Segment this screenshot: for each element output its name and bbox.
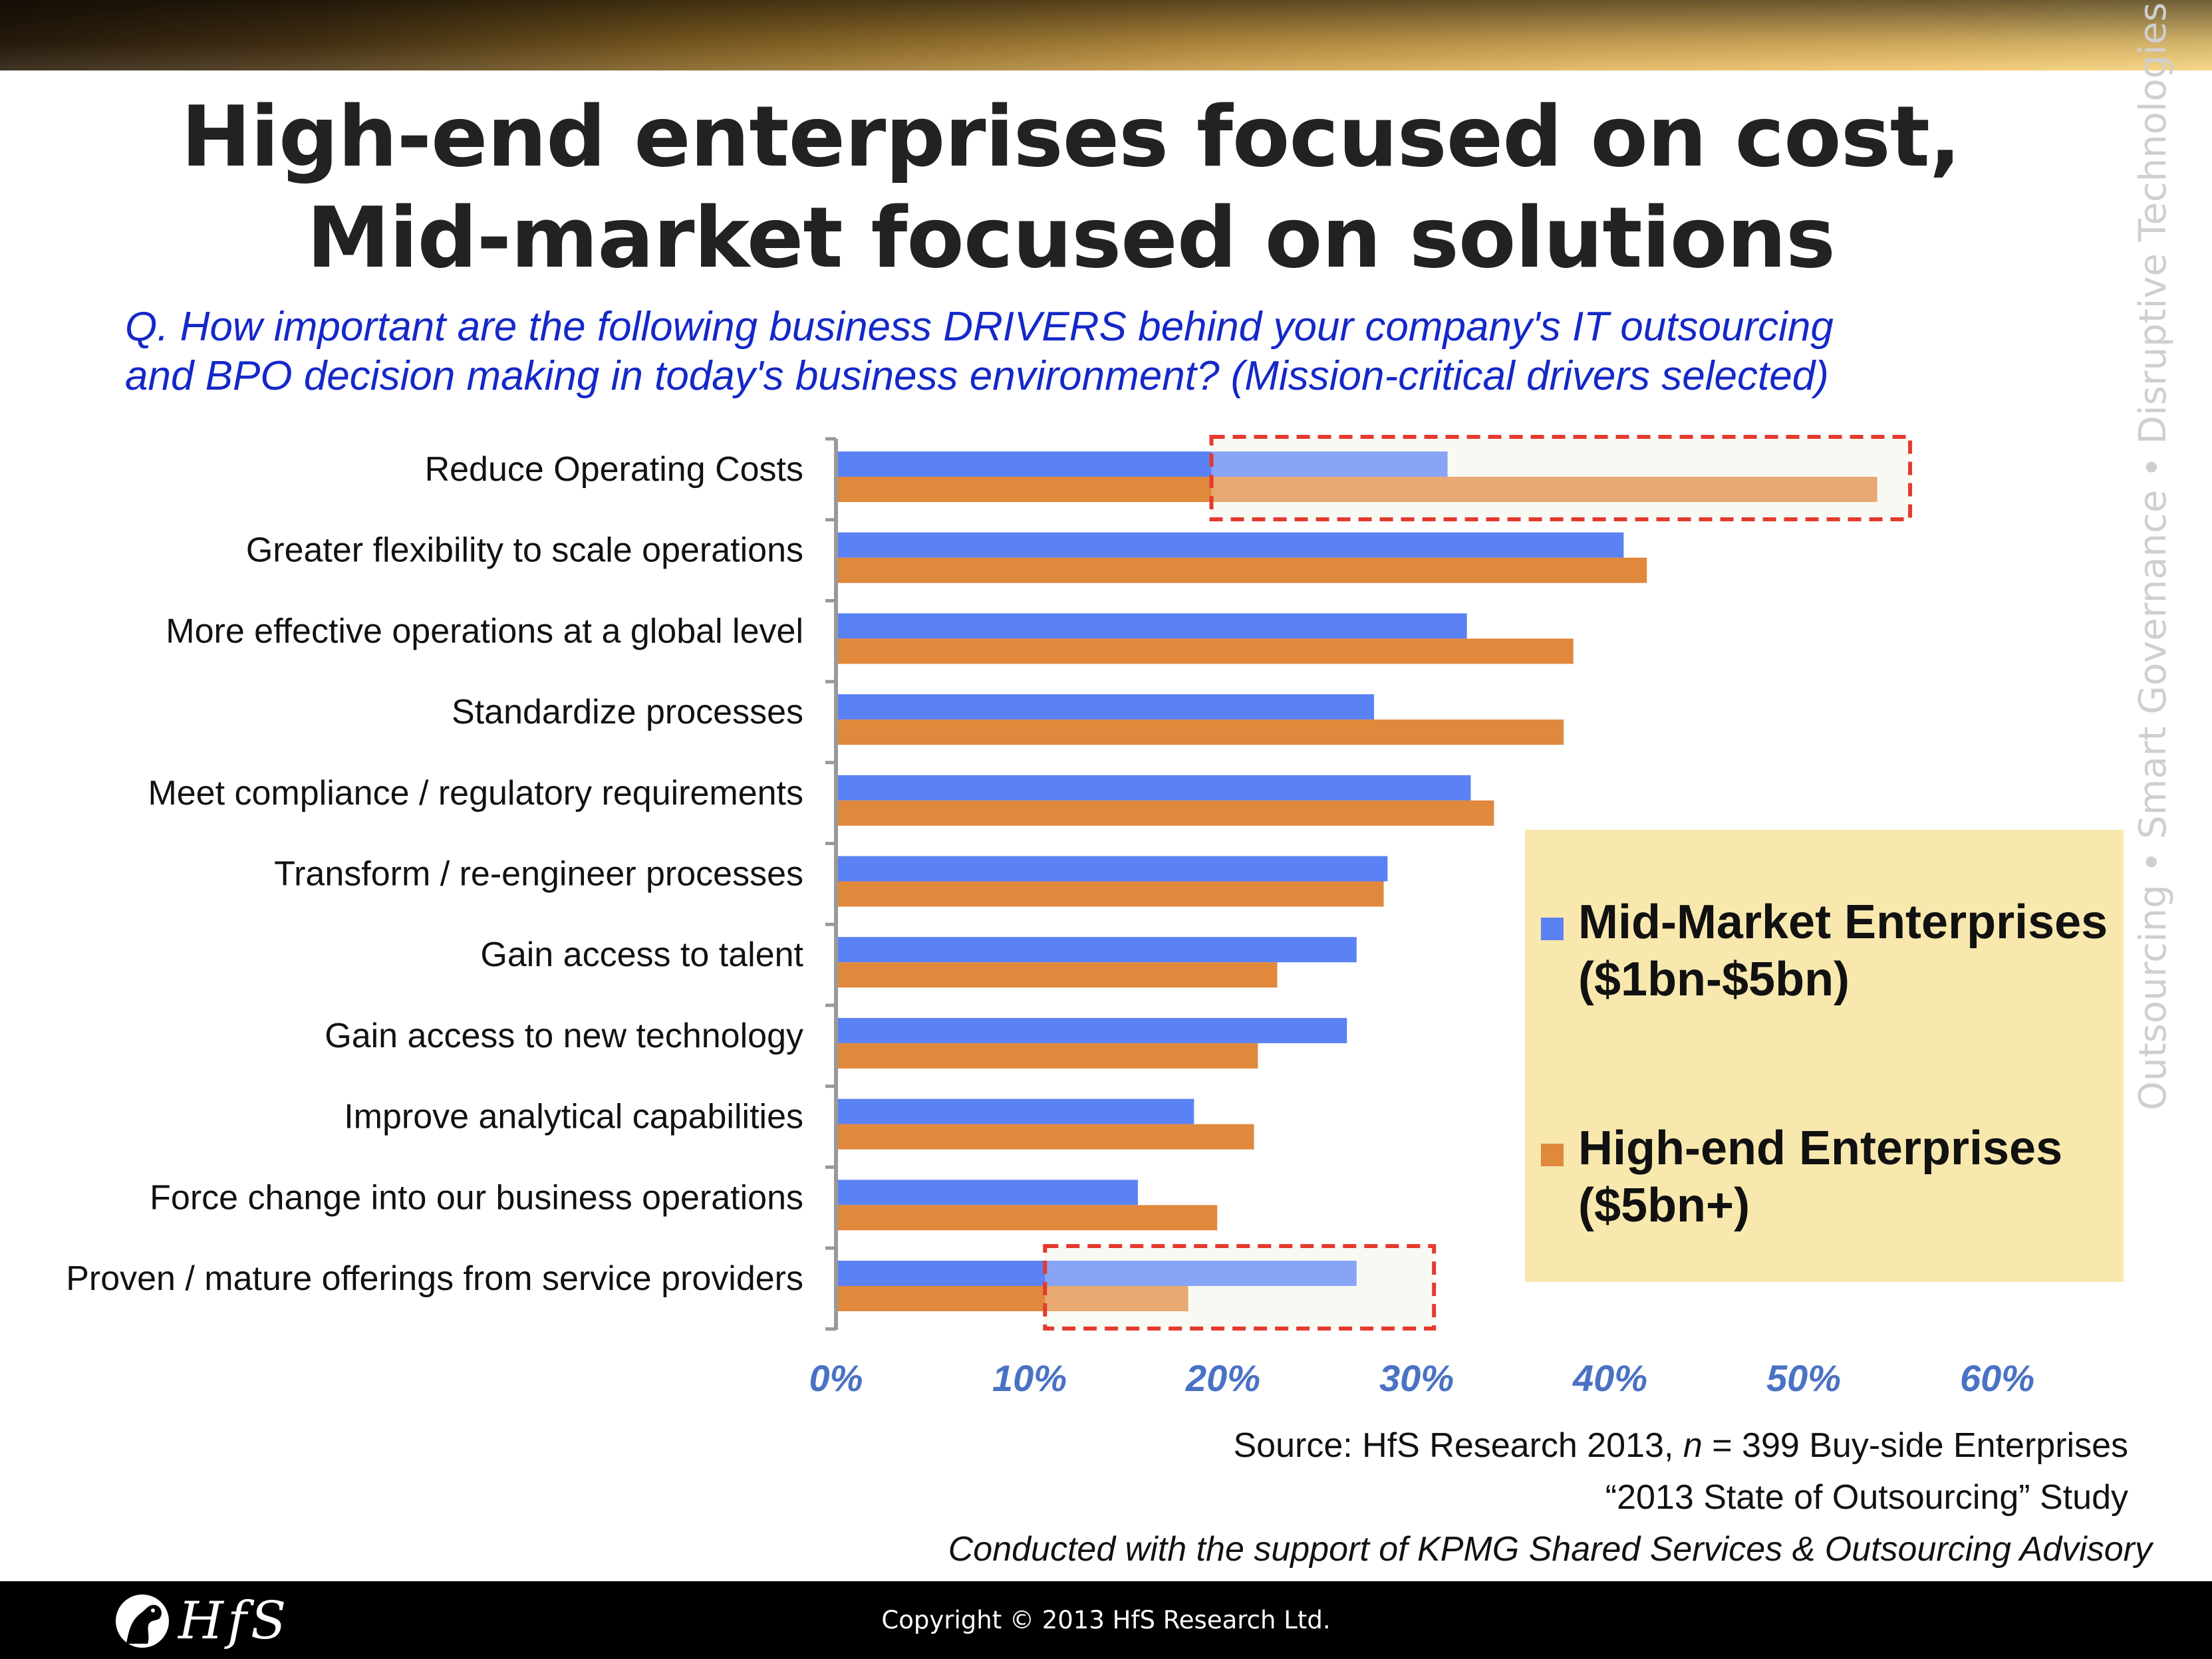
x-tick-label-10: 10% — [992, 1357, 1067, 1399]
category-label-proven-mature-offerings-from-service-providers: Proven / mature offerings from service p… — [66, 1259, 803, 1298]
category-label-greater-flexibility-to-scale-operations: Greater flexibility to scale operations — [246, 531, 803, 570]
footer-bar: HfS Copyright © 2013 HfS Research Ltd. — [0, 1581, 2212, 1659]
x-tick-label-50: 50% — [1766, 1357, 1841, 1399]
top-banner — [0, 0, 2212, 70]
legend-swatch-high-end — [1541, 1144, 1564, 1166]
bar-high-end-proven-mature-offerings-from-service-providers — [836, 1286, 1188, 1311]
bar-mid-market-gain-access-to-new-technology — [836, 1017, 1347, 1043]
bar-mid-market-force-change-into-our-business-operations — [836, 1180, 1138, 1206]
category-label-force-change-into-our-business-operations: Force change into our business operation… — [150, 1178, 803, 1217]
category-label-transform-re-engineer-processes: Transform / re-engineer processes — [274, 855, 803, 894]
source-suffix: = 399 Buy-side Enterprises — [1702, 1426, 2128, 1465]
bar-mid-market-transform-re-engineer-processes — [836, 856, 1388, 882]
bar-high-end-meet-compliance-regulatory-requirements — [836, 800, 1494, 826]
category-label-more-effective-operations-at-a-global-level: More effective operations at a global le… — [166, 612, 803, 650]
bar-high-end-greater-flexibility-to-scale-operations — [836, 557, 1647, 583]
bar-mid-market-meet-compliance-regulatory-requirements — [836, 775, 1471, 801]
question-line-1: Q. How important are the following busin… — [125, 304, 1834, 350]
source-line-1: Source: HfS Research 2013, n = 399 Buy-s… — [798, 1420, 2128, 1471]
legend-mid-line-2: ($1bn-$5bn) — [1578, 953, 1850, 1006]
logo-text: HfS — [178, 1591, 291, 1651]
legend: Mid-Market Enterprises ($1bn-$5bn) High-… — [1525, 830, 2124, 1282]
question-line-2: and BPO decision making in today's busin… — [125, 353, 1829, 399]
highlight-box-1 — [1209, 435, 1913, 521]
bar-high-end-gain-access-to-talent — [836, 962, 1278, 988]
highlight-wash-2 — [1045, 1246, 1435, 1329]
copyright-text: Copyright © 2013 HfS Research Ltd. — [881, 1606, 1331, 1634]
source-n: n — [1683, 1426, 1703, 1465]
survey-question: Q. How important are the following busin… — [125, 303, 2001, 401]
bar-high-end-reduce-operating-costs — [836, 477, 1877, 502]
bar-high-end-more-effective-operations-at-a-global-level — [836, 638, 1574, 664]
bar-mid-market-improve-analytical-capabilities — [836, 1098, 1194, 1124]
x-tick-label-40: 40% — [1572, 1357, 1647, 1399]
legend-swatch-mid-market — [1541, 918, 1564, 940]
highlight-wash-1 — [1211, 437, 1911, 519]
bar-mid-market-standardize-processes — [836, 694, 1374, 720]
category-label-meet-compliance-regulatory-requirements: Meet compliance / regulatory requirement… — [148, 774, 803, 813]
source-line-3: Conducted with the support of KPMG Share… — [948, 1530, 2152, 1569]
title-line-2: Mid-market focused on solutions — [306, 189, 1836, 287]
bar-high-end-transform-re-engineer-processes — [836, 881, 1384, 907]
bar-mid-market-greater-flexibility-to-scale-operations — [836, 532, 1624, 558]
x-tick-label-60: 60% — [1960, 1357, 2034, 1399]
x-tick-label-30: 30% — [1379, 1357, 1454, 1399]
bar-high-end-gain-access-to-new-technology — [836, 1043, 1258, 1069]
source-prefix: Source: HfS Research 2013, — [1233, 1426, 1683, 1465]
bar-high-end-improve-analytical-capabilities — [836, 1124, 1254, 1150]
highlight-box-2 — [1043, 1244, 1437, 1331]
x-tick-label-20: 20% — [1185, 1357, 1260, 1399]
horse-head-icon — [116, 1595, 169, 1648]
x-tick-label-0: 0% — [809, 1357, 863, 1399]
source-line-2: “2013 State of Outsourcing” Study — [1605, 1478, 2128, 1517]
legend-high-line-1: High-end Enterprises — [1578, 1122, 2063, 1175]
bar-high-end-standardize-processes — [836, 719, 1564, 745]
legend-mid-line-1: Mid-Market Enterprises — [1578, 896, 2108, 949]
bar-mid-market-gain-access-to-talent — [836, 937, 1357, 963]
legend-high-line-2: ($5bn+) — [1578, 1179, 1750, 1232]
legend-label-high-end: High-end Enterprises ($5bn+) — [1578, 1120, 2137, 1234]
category-label-gain-access-to-talent: Gain access to talent — [480, 936, 803, 974]
hfs-logo: HfS — [112, 1591, 286, 1652]
bar-high-end-force-change-into-our-business-operations — [836, 1205, 1218, 1231]
title-line-1: High-end enterprises focused on cost, — [181, 88, 1961, 186]
bar-mid-market-reduce-operating-costs — [836, 451, 1448, 477]
slide-title: High-end enterprises focused on cost, Mi… — [100, 86, 2042, 289]
bar-mid-market-more-effective-operations-at-a-global-level — [836, 613, 1467, 639]
category-label-reduce-operating-costs: Reduce Operating Costs — [425, 450, 803, 489]
category-label-standardize-processes: Standardize processes — [452, 693, 803, 731]
category-label-gain-access-to-new-technology: Gain access to new technology — [325, 1017, 803, 1055]
category-label-improve-analytical-capabilities: Improve analytical capabilities — [344, 1098, 803, 1136]
source-note: Source: HfS Research 2013, n = 399 Buy-s… — [798, 1420, 2152, 1575]
bar-mid-market-proven-mature-offerings-from-service-providers — [836, 1261, 1357, 1286]
legend-label-mid-market: Mid-Market Enterprises ($1bn-$5bn) — [1578, 894, 2137, 1008]
